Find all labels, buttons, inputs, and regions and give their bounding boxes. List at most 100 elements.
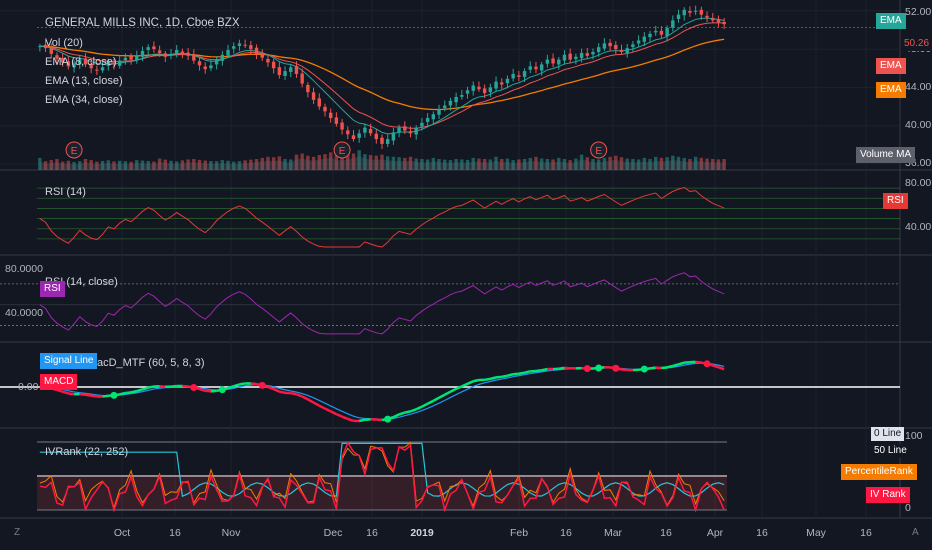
macd-tick: 0.00 [18, 381, 39, 393]
candle-body [614, 44, 618, 50]
earnings-marker [333, 141, 351, 159]
candle-body [659, 30, 664, 35]
candle-body [374, 133, 379, 140]
candle-body [214, 59, 219, 65]
volume-bar [477, 158, 481, 170]
macd-segment [415, 405, 423, 411]
volume-bar [197, 159, 202, 170]
time-tick: 16 [756, 527, 768, 539]
volume-bar [43, 161, 48, 170]
candle-body [283, 71, 287, 77]
macd-segment [507, 373, 514, 377]
candle-body [505, 78, 510, 84]
volume-bar [671, 155, 675, 170]
macd-segment [358, 418, 366, 423]
volume-bar [123, 161, 128, 170]
volume-bar [78, 161, 82, 170]
macd-segment [307, 398, 315, 404]
volume-bar [203, 160, 207, 170]
volume-bar [545, 159, 550, 170]
rsi-label[interactable]: RSI (14) [45, 186, 86, 198]
time-tick: Oct [113, 527, 131, 539]
volume-bar [311, 156, 316, 170]
macd-segment [398, 411, 406, 416]
volume-bar [146, 160, 150, 170]
volume-bar [226, 160, 230, 170]
macd-cross-marker [595, 364, 603, 372]
volume-bar [539, 158, 544, 170]
candle-body [494, 81, 498, 89]
volume-bar [448, 160, 453, 170]
macd-cross-marker [612, 364, 620, 372]
volume-bar [72, 162, 76, 170]
time-tick: 16 [169, 527, 181, 539]
candle-body [243, 44, 247, 46]
rsi-tick: 40.00 [905, 221, 932, 233]
volume-bar [471, 157, 475, 170]
candle-body [471, 85, 475, 91]
volume-bar [289, 159, 293, 170]
macd-segment [56, 388, 64, 393]
candle-body [328, 112, 333, 119]
candle-body [294, 66, 299, 74]
time-tick: 16 [860, 527, 872, 539]
candle-body [266, 58, 270, 63]
zero-line-tag: 0 Line [871, 427, 905, 441]
candle-body [140, 51, 145, 57]
macd-segment [119, 391, 126, 396]
macd-segment [312, 401, 320, 407]
volume-bar [403, 157, 407, 170]
candle-body [420, 122, 424, 127]
macd-segment [290, 391, 297, 396]
volume-bar [152, 161, 156, 170]
candle-body [209, 65, 213, 69]
macd-segment [142, 386, 149, 391]
volume-bar [266, 156, 270, 170]
price-tick: 52.00 [905, 6, 932, 18]
candle-body [534, 66, 538, 70]
volume-bar [186, 159, 190, 170]
volume-bar [220, 160, 225, 170]
ema13-line [39, 22, 725, 129]
volume-bar [66, 160, 71, 170]
candle-body [106, 62, 110, 66]
auto-scale-button[interactable]: A [912, 527, 919, 538]
macd-cross-marker [258, 381, 266, 389]
indicator-volume[interactable]: Vol (20) [45, 37, 83, 49]
volume-bar [237, 161, 242, 170]
indicator-ema34[interactable]: EMA (34, close) [45, 94, 123, 106]
macd-segment [147, 385, 155, 389]
candle-body [711, 18, 715, 21]
macd-segment [535, 368, 542, 373]
chart-title: GENERAL MILLS INC, 1D, Cboe BZX [45, 17, 240, 29]
rsi-line [39, 186, 725, 248]
candle-body [676, 14, 681, 20]
volume-bar [163, 159, 168, 170]
candle-body [340, 122, 344, 130]
candle-body [175, 50, 179, 54]
macd-segment [541, 367, 548, 372]
volume-bar [89, 160, 93, 170]
volume-bar [243, 160, 247, 170]
volume-bar [596, 159, 601, 170]
macd-segment [461, 382, 469, 388]
volume-bar [374, 155, 379, 170]
zoom-reset-button[interactable]: Z [14, 527, 21, 538]
candle-body [528, 66, 532, 70]
volume-bar [380, 154, 384, 170]
candle-body [460, 95, 464, 97]
candle-body [112, 62, 116, 65]
indicator-ema13[interactable]: EMA (13, close) [45, 75, 123, 87]
indicator-ema8[interactable]: EMA (8, close) [45, 56, 117, 68]
earnings-marker-label: E [71, 146, 78, 157]
ivrank-label[interactable]: IVRank (22, 252) [45, 446, 129, 458]
signal-line-tag: Signal Line [40, 353, 98, 369]
volume-ma-area [39, 156, 725, 170]
candle-body [642, 36, 647, 42]
candle-body [539, 64, 544, 71]
volume-bar [659, 157, 664, 170]
candle-body [722, 21, 726, 25]
macd-segment [301, 395, 309, 401]
macd-segment [501, 374, 508, 379]
